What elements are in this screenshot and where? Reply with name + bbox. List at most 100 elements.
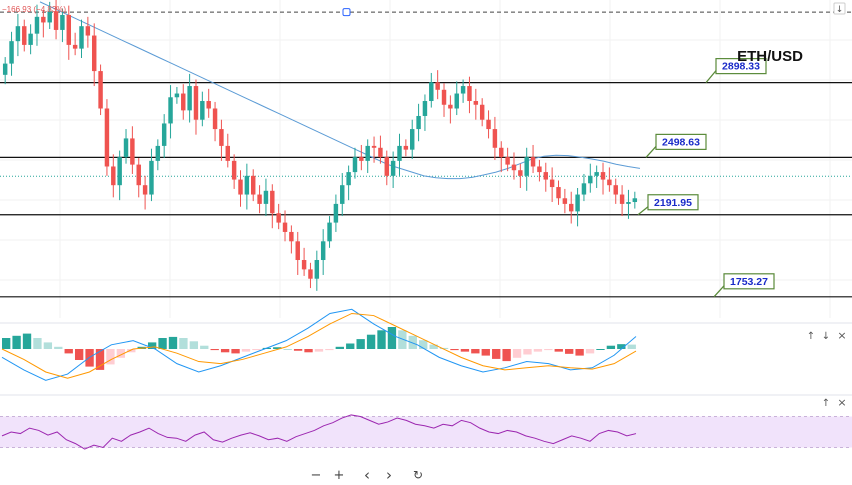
- macd-histogram-bar: [200, 345, 209, 349]
- level-label-box: [647, 194, 699, 211]
- macd-histogram-bar: [356, 339, 365, 349]
- macd-histogram-bar: [492, 349, 501, 359]
- level-connector: [637, 206, 649, 216]
- candle: [219, 129, 224, 146]
- macd-pane-up-button[interactable]: ↑: [807, 331, 815, 342]
- level-label-support-2: 1753.27: [730, 276, 768, 288]
- macd-histogram-bar: [179, 338, 188, 349]
- candle: [371, 145, 377, 148]
- arrow-down-icon: ↓: [822, 331, 830, 342]
- macd-pane-down-button[interactable]: ↓: [822, 331, 830, 342]
- candle: [479, 104, 485, 120]
- close-icon: ×: [837, 396, 846, 409]
- candle: [98, 71, 103, 109]
- macd-histogram-bar: [346, 343, 355, 349]
- macd-histogram-bar: [408, 335, 417, 349]
- chevron-right-icon: ›: [386, 466, 392, 484]
- macd-histogram-bar: [533, 349, 543, 352]
- candle: [581, 183, 587, 195]
- candle: [568, 203, 574, 212]
- level-connector: [713, 285, 725, 298]
- macd-pane-controls: ↑ ↓ ×: [807, 329, 847, 342]
- macd-histogram-bar: [460, 349, 470, 352]
- level-label-resistance-2: 2898.33: [722, 61, 760, 73]
- candle: [397, 145, 402, 161]
- candle: [117, 157, 122, 186]
- candle: [2, 63, 8, 75]
- zoom-in-button[interactable]: +: [334, 468, 345, 483]
- candle: [47, 11, 52, 23]
- rsi-pane-controls: ↑ ×: [822, 396, 847, 409]
- scroll-left-button[interactable]: ‹: [364, 466, 370, 484]
- arrow-up-icon: ↑: [807, 331, 815, 342]
- macd-histogram-bar: [398, 330, 407, 349]
- candle: [530, 157, 536, 167]
- macd-histogram-bar: [377, 330, 386, 349]
- macd-histogram-bar: [596, 349, 605, 350]
- candle: [136, 164, 141, 186]
- candle: [295, 241, 300, 261]
- macd-histogram-bar: [116, 349, 126, 358]
- candle: [549, 179, 555, 188]
- candle: [346, 172, 351, 186]
- candle: [130, 138, 135, 165]
- candle: [41, 16, 46, 23]
- zoom-out-button[interactable]: −: [311, 468, 322, 483]
- macd-histogram-bar: [481, 349, 490, 356]
- scroll-down-button[interactable]: ↓: [833, 2, 846, 15]
- candle: [467, 86, 472, 102]
- candle: [181, 93, 186, 111]
- macd-pane-close-button[interactable]: ×: [837, 329, 846, 342]
- macd-histogram-bar: [189, 341, 199, 349]
- macd-histogram-bar: [252, 349, 261, 351]
- macd-histogram-bar: [147, 342, 157, 349]
- reset-chart-button[interactable]: ↻: [413, 468, 423, 482]
- candle: [225, 145, 231, 161]
- candle: [34, 16, 40, 34]
- candle: [123, 138, 129, 158]
- candle: [588, 175, 593, 184]
- candle: [435, 82, 440, 90]
- candle: [600, 172, 606, 180]
- macd-histogram-bar: [283, 349, 292, 350]
- candle: [263, 190, 269, 204]
- macd-histogram-bar: [95, 349, 105, 370]
- candle: [270, 190, 275, 214]
- candle: [365, 145, 370, 161]
- candle: [390, 160, 396, 176]
- macd-histogram-bar: [241, 349, 251, 352]
- candle: [9, 41, 14, 64]
- candle: [15, 26, 21, 42]
- candle: [206, 101, 211, 109]
- candle: [72, 44, 78, 49]
- candle: [231, 160, 237, 180]
- candle: [556, 187, 561, 199]
- reset-icon: ↻: [413, 468, 423, 482]
- candle: [238, 179, 243, 195]
- candle: [244, 175, 250, 195]
- macd-histogram-bar: [387, 327, 397, 349]
- candle: [66, 14, 72, 45]
- rsi-pane-close-button[interactable]: ×: [837, 396, 846, 409]
- macd-histogram-bar: [554, 349, 563, 352]
- candle: [429, 82, 434, 102]
- macd-histogram-bar: [429, 344, 438, 349]
- candle: [505, 157, 510, 165]
- rsi-pane-up-button[interactable]: ↑: [822, 398, 830, 409]
- scroll-right-button[interactable]: ›: [386, 466, 392, 484]
- macd-histogram-bar: [450, 349, 459, 351]
- navigation-toolbar: − + ‹ › ↻: [311, 466, 423, 484]
- candle: [416, 115, 421, 130]
- candle: [524, 157, 529, 176]
- macd-histogram-bar: [585, 349, 595, 354]
- candle: [111, 166, 116, 186]
- macd-histogram-bar: [33, 338, 42, 349]
- candle: [308, 269, 313, 279]
- arrow-up-icon: ↑: [822, 398, 830, 409]
- macd-histogram-bar: [471, 349, 480, 354]
- candle: [492, 129, 498, 148]
- candle: [91, 35, 97, 72]
- candle: [543, 172, 549, 180]
- candle: [149, 160, 154, 195]
- macd-histogram-bar: [325, 349, 334, 351]
